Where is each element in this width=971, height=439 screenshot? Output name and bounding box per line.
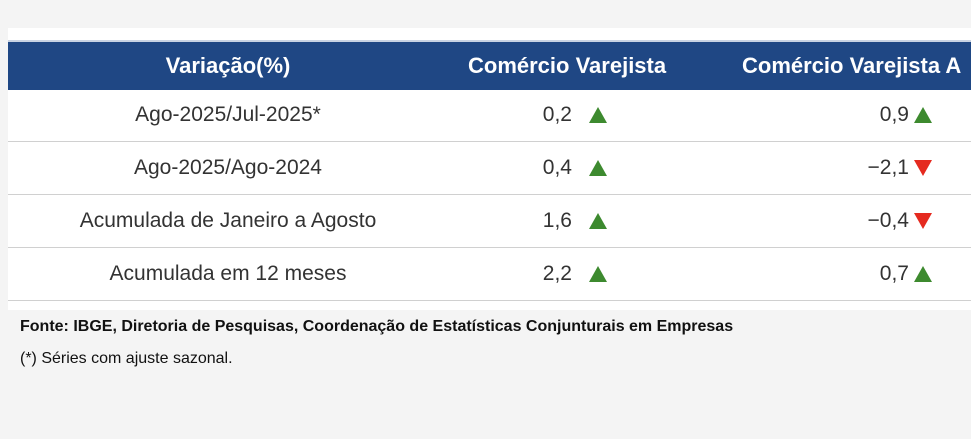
- up-arrow: [589, 213, 607, 229]
- cell: 0,2: [542, 103, 572, 126]
- down-arrow: [914, 160, 932, 176]
- cell: −2,1: [867, 156, 909, 179]
- header-cell: Variação(%): [165, 53, 291, 78]
- up-arrow: [589, 107, 607, 123]
- table-row: Ago-2025/Ago-2024 0,4 −2,1: [8, 142, 971, 195]
- down-arrow: [914, 213, 932, 229]
- table-row: Acumulada em 12 meses 2,2 0,7: [8, 248, 971, 301]
- footnote: (*) Séries com ajuste sazonal.: [20, 350, 233, 367]
- up-arrow: [589, 160, 607, 176]
- up-arrow: [914, 107, 932, 123]
- header-cell: Comércio Varejista A: [742, 53, 962, 78]
- cell: −0,4: [867, 209, 909, 232]
- cell: 0,7: [879, 262, 909, 285]
- row-label: Acumulada de Janeiro a Agosto: [79, 209, 377, 232]
- cell: 0,9: [879, 103, 909, 126]
- row-label: Acumulada em 12 meses: [109, 262, 347, 285]
- source-note: Fonte: IBGE, Diretoria de Pesquisas, Coo…: [20, 318, 734, 335]
- table-row: Ago-2025/Jul-2025* 0,2 0,9: [8, 89, 971, 142]
- row-label: Ago-2025/Jul-2025*: [135, 103, 321, 126]
- table-row: Acumulada de Janeiro a Agosto 1,6 −0,4: [8, 195, 971, 248]
- up-arrow: [589, 266, 607, 282]
- up-arrow: [914, 266, 932, 282]
- cell: 2,2: [542, 262, 572, 285]
- table-header: Variação(%) Comércio Varejista Comércio …: [8, 40, 971, 90]
- header-cell: Comércio Varejista: [468, 53, 667, 78]
- cell: 1,6: [542, 209, 572, 232]
- cell: 0,4: [542, 156, 572, 179]
- row-label: Ago-2025/Ago-2024: [134, 156, 322, 179]
